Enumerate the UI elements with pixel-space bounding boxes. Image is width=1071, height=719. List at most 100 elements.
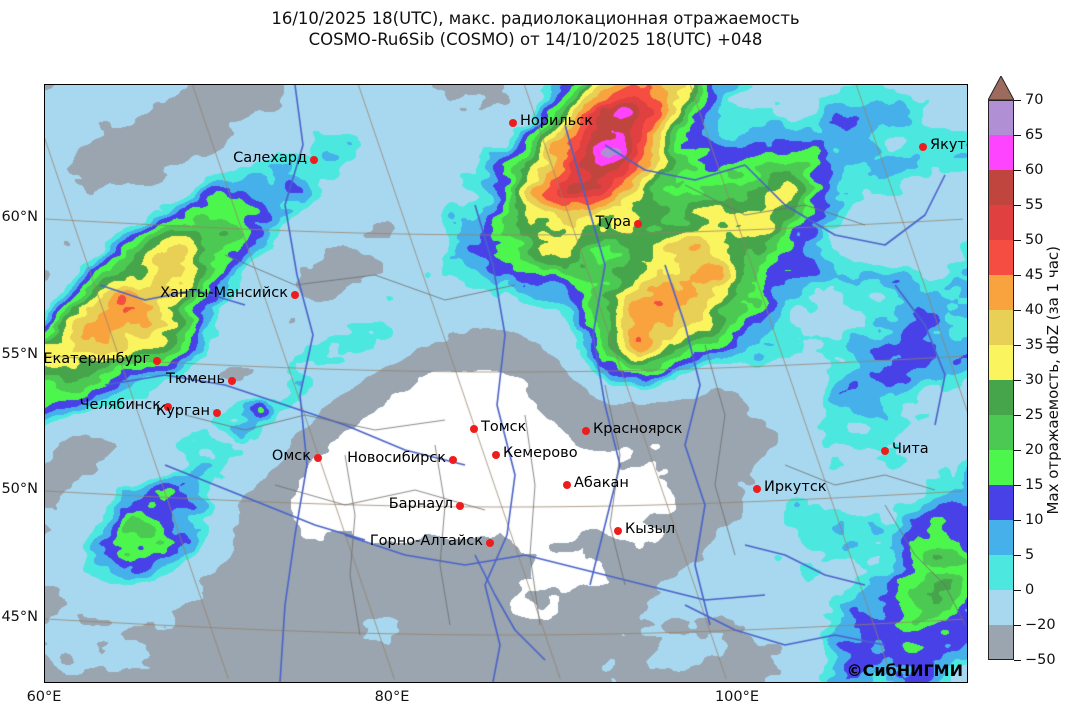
colorbar: 70 65 60 55 50 45 40 35 30 25 20 15 10 5 0 −20 −50	[988, 76, 1056, 668]
city-label: Абакан	[574, 475, 629, 491]
colorbar-segment	[988, 485, 1014, 520]
colorbar-tick	[1014, 170, 1021, 171]
colorbar-tick-label: 35	[1025, 337, 1044, 353]
title-line-2: COSMO-Ru6Sib (COSMO) от 14/10/2025 18(UT…	[308, 30, 763, 49]
city-dot-icon	[486, 539, 494, 547]
colorbar-segment	[988, 170, 1014, 205]
colorbar-segment	[988, 380, 1014, 415]
latitude-tick-label: 45°N	[1, 609, 38, 625]
city-dot-icon	[213, 409, 221, 417]
longitude-tick-label: 60°E	[26, 689, 62, 705]
city-dot-icon	[492, 451, 500, 459]
radar-reflectivity-field	[45, 85, 967, 682]
city-dot-icon	[919, 143, 927, 151]
city-label: Норильск	[520, 113, 593, 129]
colorbar-tick	[1014, 345, 1021, 346]
colorbar-tick	[1014, 415, 1021, 416]
city-dot-icon	[470, 425, 478, 433]
colorbar-tick	[1014, 625, 1021, 626]
city-dot-icon	[881, 447, 889, 455]
city-dot-icon	[291, 291, 299, 299]
city-label: Челябинск	[79, 397, 161, 413]
city-label: Кызыл	[625, 521, 676, 537]
colorbar-segment	[988, 520, 1014, 555]
colorbar-tick-label: 0	[1025, 582, 1035, 598]
colorbar-tick-label: 65	[1025, 127, 1044, 143]
map-plot-area: Норильск Якутск Салехард Тура Ханты-Мансийск…	[44, 84, 968, 683]
colorbar-tick	[1014, 660, 1021, 661]
copyright-label: ©СибНИГМИ	[846, 661, 963, 680]
colorbar-tick	[1014, 590, 1021, 591]
city-label: Тюмень	[166, 371, 225, 387]
city-dot-icon	[153, 357, 161, 365]
colorbar-tick-label: 50	[1025, 232, 1044, 248]
city-label: Новосибирск	[347, 450, 446, 466]
city-label: Омск	[271, 448, 311, 464]
colorbar-segment	[988, 240, 1014, 275]
city-dot-icon	[509, 119, 517, 127]
colorbar-tick	[1014, 240, 1021, 241]
colorbar-segment	[988, 310, 1014, 345]
colorbar-segment	[988, 450, 1014, 485]
colorbar-tick-label: 25	[1025, 407, 1044, 423]
page-title: 16/10/2025 18(UTC), макс. радиолокационн…	[0, 8, 1071, 50]
colorbar-tick-label: 60	[1025, 162, 1044, 178]
longitude-tick-label: 80°E	[374, 689, 410, 705]
city-label: Салехард	[233, 150, 307, 166]
colorbar-tick-label: 30	[1025, 372, 1044, 388]
city-label: Чита	[892, 441, 929, 457]
city-dot-icon	[563, 481, 571, 489]
colorbar-tick-label: 40	[1025, 302, 1044, 318]
colorbar-tick	[1014, 135, 1021, 136]
colorbar-tick-label: 5	[1025, 547, 1035, 563]
colorbar-tick	[1014, 555, 1021, 556]
colorbar-segment	[988, 100, 1014, 135]
colorbar-tick-label: 55	[1025, 197, 1044, 213]
city-dot-icon	[753, 485, 761, 493]
colorbar-tick-label: 10	[1025, 512, 1044, 528]
colorbar-segment	[988, 135, 1014, 170]
city-label: Курган	[155, 403, 210, 419]
colorbar-tick	[1014, 520, 1021, 521]
city-dot-icon	[310, 156, 318, 164]
colorbar-tick	[1014, 310, 1021, 311]
colorbar-tick	[1014, 450, 1021, 451]
colorbar-segment	[988, 345, 1014, 380]
city-label: Красноярск	[593, 421, 683, 437]
city-label: Иркутск	[764, 479, 827, 495]
colorbar-tick	[1014, 380, 1021, 381]
colorbar-tick	[1014, 100, 1021, 101]
latitude-tick-label: 55°N	[1, 346, 38, 362]
title-line-1: 16/10/2025 18(UTC), макс. радиолокационн…	[271, 9, 800, 28]
latitude-tick-label: 60°N	[1, 209, 38, 225]
colorbar-segment	[988, 415, 1014, 450]
colorbar-segment	[988, 205, 1014, 240]
city-label: Якутск	[930, 137, 967, 153]
city-label: Екатеринбург	[44, 351, 150, 367]
colorbar-tick	[1014, 275, 1021, 276]
city-label: Горно-Алтайск	[369, 533, 483, 549]
colorbar-tick-label: −20	[1025, 617, 1056, 633]
colorbar-segment	[988, 625, 1014, 660]
city-label: Ханты-Мансийск	[160, 285, 288, 301]
city-dot-icon	[456, 502, 464, 510]
colorbar-segment	[988, 555, 1014, 590]
latitude-tick-label: 50°N	[1, 481, 38, 497]
colorbar-tick-label: −50	[1025, 652, 1056, 668]
city-dot-icon	[164, 403, 172, 411]
city-dot-icon	[228, 377, 236, 385]
colorbar-segment	[988, 590, 1014, 625]
colorbar-segment	[988, 275, 1014, 310]
city-dot-icon	[634, 220, 642, 228]
city-dot-icon	[614, 527, 622, 535]
colorbar-tick-label: 15	[1025, 477, 1044, 493]
longitude-tick-label: 100°E	[714, 689, 760, 705]
colorbar-tick	[1014, 485, 1021, 486]
city-label: Томск	[481, 419, 527, 435]
city-label: Тура	[595, 214, 631, 230]
colorbar-extend-arrow-icon	[988, 76, 1014, 100]
colorbar-title-text: Max отражаемость, dbZ (за 1 час)	[1044, 245, 1062, 515]
city-label: Кемерово	[503, 445, 578, 461]
colorbar-tick	[1014, 205, 1021, 206]
city-dot-icon	[449, 456, 457, 464]
